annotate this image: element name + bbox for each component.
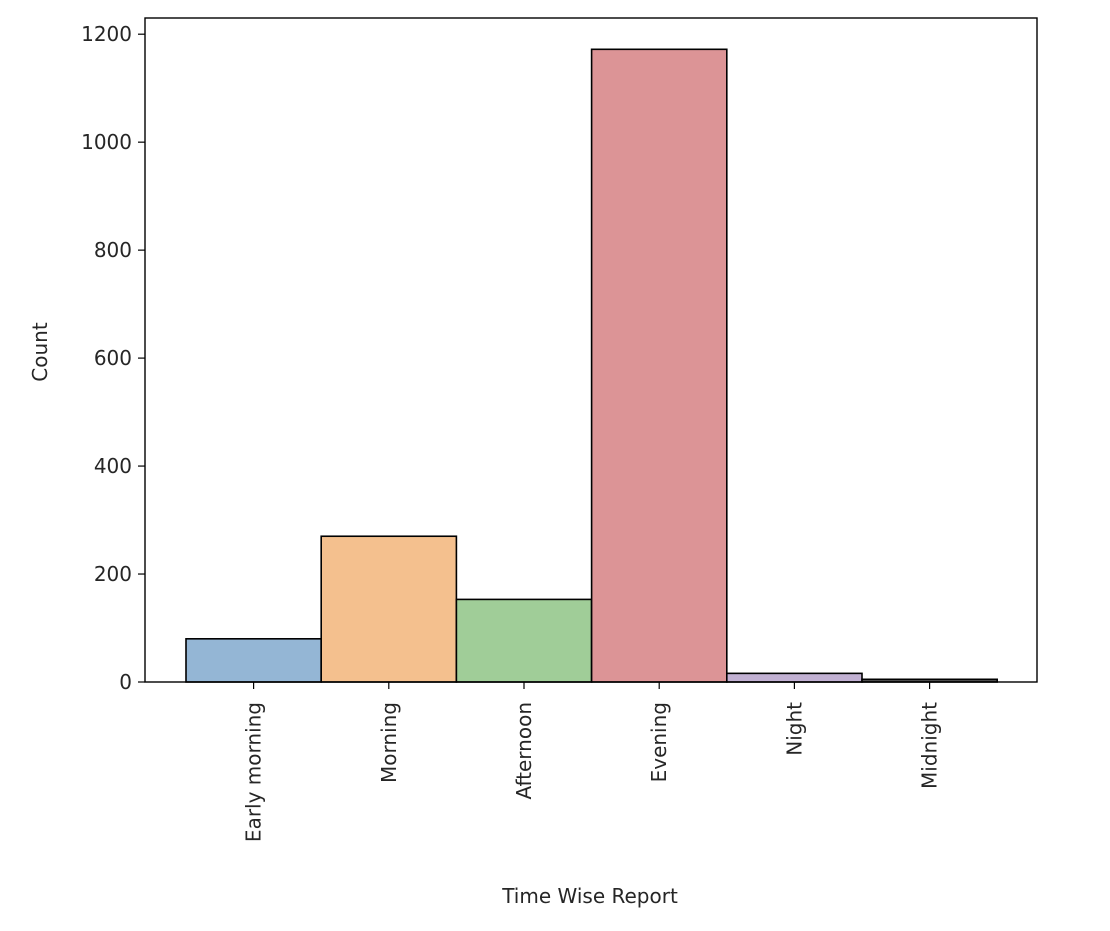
y-tick-label: 1200	[81, 22, 132, 46]
y-ticks-group: 0 200 400 600 800 1000 1200	[81, 22, 145, 694]
y-tick-label: 1000	[81, 130, 132, 154]
y-tick-label: 800	[94, 238, 132, 262]
bar-evening	[590, 48, 728, 683]
plot-frame	[144, 17, 1038, 683]
x-tick-label: Early morning	[242, 702, 266, 842]
bars-group	[185, 48, 998, 683]
bar-morning	[320, 535, 458, 683]
y-tick-label: 200	[94, 562, 132, 586]
x-axis-label: Time Wise Report	[501, 884, 678, 908]
x-tick-label: Midnight	[918, 702, 942, 789]
x-tick-label: Night	[782, 702, 806, 756]
y-axis-label: Count	[28, 322, 52, 382]
y-tick-label: 400	[94, 454, 132, 478]
x-tick-label: Morning	[377, 702, 401, 783]
x-ticks-group: Early morning Morning Afternoon Evening Nigh…	[242, 682, 942, 842]
y-tick-label: 600	[94, 346, 132, 370]
bar-night	[725, 672, 863, 683]
x-tick-label: Evening	[647, 702, 671, 782]
x-tick-label: Afternoon	[512, 702, 536, 800]
bar-early-morning	[185, 638, 322, 683]
bar-afternoon	[455, 598, 593, 683]
y-tick-label: 0	[119, 670, 132, 694]
